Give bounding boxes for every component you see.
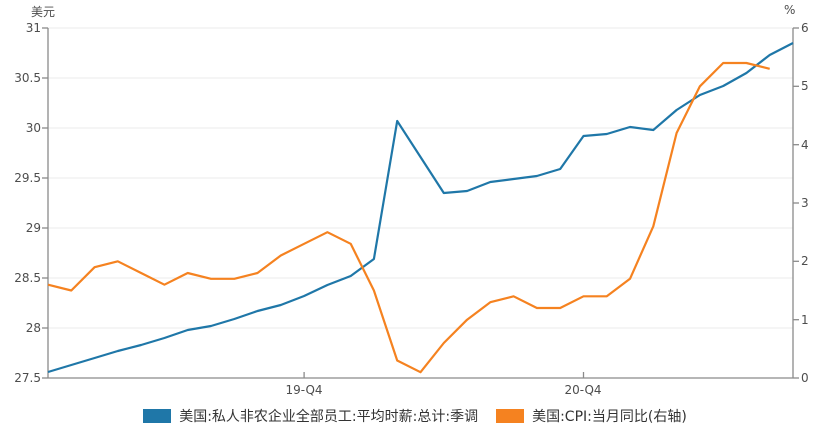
y-right-tick-label: 4 (801, 138, 809, 152)
y-right-tick-label: 2 (801, 254, 809, 268)
x-tick-label: 20-Q4 (564, 383, 602, 397)
legend-swatch-hourly-earnings (143, 409, 172, 423)
y-left-tick-label: 30.5 (14, 71, 41, 85)
y-right-tick-label: 1 (801, 313, 809, 327)
y-left-tick-label: 28 (25, 321, 41, 335)
y-left-unit-label: 美元 (31, 5, 56, 19)
x-tick-label: 19-Q4 (285, 383, 323, 397)
y-right-tick-label: 0 (801, 371, 809, 385)
y-right-tick-label: 6 (801, 21, 809, 35)
series-line-cpi (47, 61, 770, 374)
y-left-tick-label: 29.5 (14, 171, 41, 185)
y-right-tick-label: 3 (801, 196, 809, 210)
y-right-tick-label: 5 (801, 79, 809, 93)
legend-label-cpi: 美国:CPI:当月同比(右轴) (532, 409, 687, 425)
series-line-hourly-earnings (47, 42, 794, 374)
legend-label-hourly-earnings: 美国:私人非农企业全部员工:平均时薪:总计:季调 (179, 409, 479, 425)
legend-swatch-cpi (496, 409, 525, 423)
chart-legend: 美国:私人非农企业全部员工:平均时薪:总计:季调 美国:CPI:当月同比(右轴) (0, 404, 830, 428)
y-left-tick-label: 30 (25, 121, 41, 135)
y-left-tick-label: 27.5 (14, 371, 41, 385)
y-right-unit-label: % (784, 3, 796, 17)
y-left-tick-label: 28.5 (14, 271, 41, 285)
legend-item-hourly-earnings[interactable]: 美国:私人非农企业全部员工:平均时薪:总计:季调 (143, 406, 478, 426)
y-left-tick-label: 29 (25, 221, 41, 235)
y-left-tick-label: 31 (25, 21, 41, 35)
legend-item-cpi[interactable]: 美国:CPI:当月同比(右轴) (496, 406, 687, 426)
